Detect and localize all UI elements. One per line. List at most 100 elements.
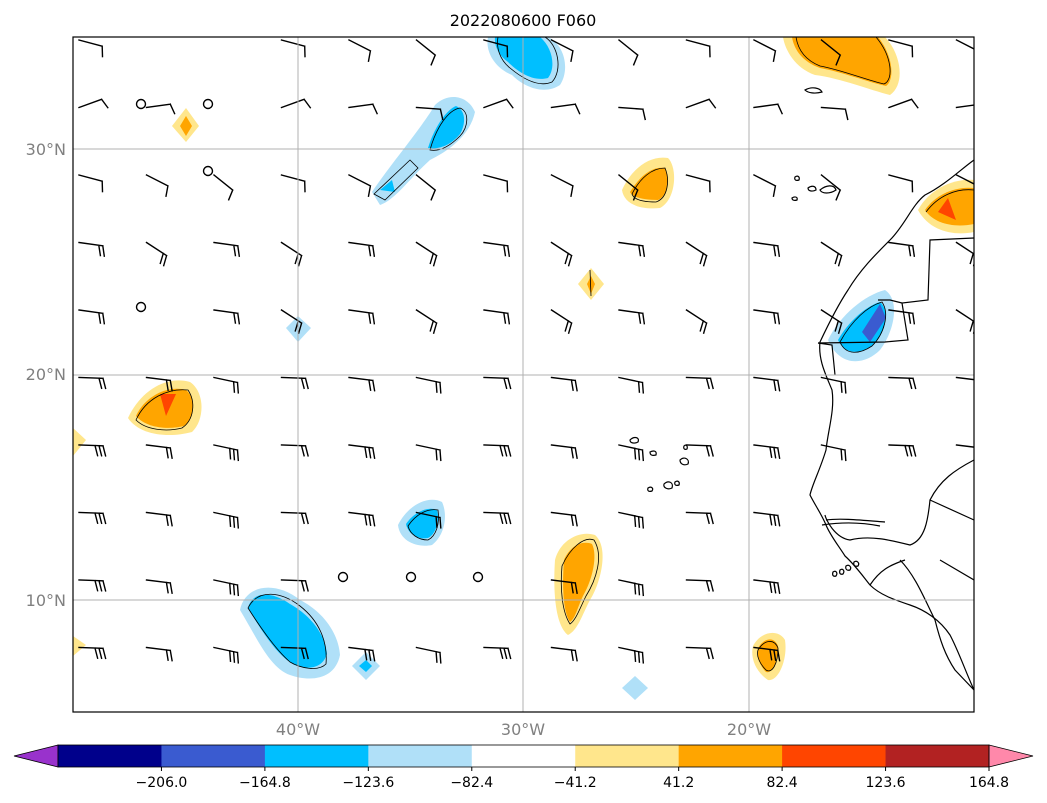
wind-barb <box>145 241 168 267</box>
wind-barb <box>753 646 781 662</box>
lon-label-20w: 20°W <box>727 720 771 739</box>
colorbar-tick-label: 123.6 <box>866 775 906 791</box>
wind-barb <box>820 241 843 267</box>
positive-anomaly-blobs <box>73 37 974 681</box>
colorbar-tick-label: −82.4 <box>450 775 493 791</box>
wind-barb <box>213 174 234 201</box>
anomaly-blob <box>359 660 372 672</box>
wind-barb <box>618 106 647 121</box>
country-border <box>878 299 903 304</box>
anomaly-contour <box>373 159 419 201</box>
colorbar-swatch <box>161 745 266 767</box>
wind-barb <box>78 174 104 193</box>
wind-barb <box>78 444 107 457</box>
wind-barb <box>685 376 714 390</box>
country-border <box>821 518 886 527</box>
anomaly-blob <box>406 508 438 539</box>
wind-barb <box>348 309 376 325</box>
anomaly-contour <box>560 538 599 625</box>
island <box>649 450 657 456</box>
wind-barb <box>618 511 645 529</box>
wind-barb <box>78 646 107 660</box>
wind-barb <box>550 579 578 595</box>
wind-barb <box>820 309 843 334</box>
wind-barb <box>550 511 578 527</box>
wind-barb <box>618 444 645 462</box>
colorbar-tick-label: −206.0 <box>136 775 188 791</box>
wind-barb <box>550 444 578 460</box>
lat-label-10n: 10°N <box>26 591 66 610</box>
anomaly-blob <box>180 116 192 136</box>
anomaly-contour <box>497 37 559 85</box>
lat-label-30n: 30°N <box>26 140 66 159</box>
anomaly-contour <box>839 301 886 353</box>
anomaly-blob <box>587 276 595 294</box>
wind-barb <box>145 444 173 460</box>
colorbar-tick-label: 82.4 <box>767 775 798 791</box>
wind-barb <box>685 98 717 109</box>
colorbar-tick-label: −164.8 <box>239 775 291 791</box>
wind-barb <box>955 444 974 448</box>
anomaly-contour <box>757 641 779 672</box>
wind-barb <box>888 241 916 257</box>
wind-barb <box>348 103 379 115</box>
wind-barb <box>550 174 574 198</box>
anomaly-blob <box>630 167 668 200</box>
wind-barb <box>348 241 376 257</box>
wind-barb <box>280 39 306 58</box>
wind-barb <box>820 444 847 462</box>
wind-barb <box>78 309 106 325</box>
wind-barb <box>685 511 714 525</box>
wind-barb <box>618 579 645 597</box>
wind-barb <box>955 39 974 50</box>
anomaly-contour <box>135 389 194 431</box>
calm-circle <box>337 571 349 583</box>
calm-circle <box>202 165 214 177</box>
graticule <box>73 37 974 712</box>
anomaly-blob <box>757 639 778 673</box>
wind-barb <box>415 376 442 394</box>
wind-barb <box>618 241 646 257</box>
anomaly-contour <box>247 593 327 669</box>
wind-barb <box>213 646 240 664</box>
wind-barb <box>888 444 917 457</box>
wind-barb <box>213 241 241 257</box>
wind-barb <box>550 376 578 392</box>
colorbar-swatch <box>782 745 887 767</box>
colorbar: −206.0 −164.8 −123.6 −82.4 −41.2 41.2 82.4 123.… <box>13 744 1034 791</box>
wind-barb <box>415 174 437 201</box>
wind-barb <box>78 579 107 592</box>
wind-barb <box>753 309 781 325</box>
wind-barb <box>78 376 107 390</box>
wind-barb <box>955 309 974 334</box>
island <box>819 185 837 194</box>
wind-barb <box>820 106 849 121</box>
wind-barb <box>753 39 777 63</box>
wind-barb <box>753 376 781 392</box>
island <box>629 436 639 444</box>
map-panel <box>73 37 974 712</box>
anomaly-blob <box>73 428 86 456</box>
wind-barb <box>348 646 376 662</box>
colorbar-extend-low <box>13 744 59 768</box>
colorbar-swatch <box>58 745 162 767</box>
island <box>683 444 688 450</box>
colorbar-tick-label: −41.2 <box>554 775 597 791</box>
wind-barb <box>415 444 442 462</box>
wind-barb <box>685 39 711 58</box>
wind-barb <box>955 104 974 109</box>
colorbar-swatch <box>471 745 576 767</box>
wind-barb <box>483 444 512 457</box>
coastlines <box>629 87 974 691</box>
island <box>804 87 823 94</box>
negative-anomaly-blobs <box>240 37 895 700</box>
wind-barb <box>753 511 781 527</box>
wind-barb <box>280 174 306 193</box>
wind-barb <box>685 309 708 334</box>
anomaly-contour <box>429 107 468 151</box>
wind-barbs <box>78 39 974 664</box>
wind-barb <box>753 241 781 257</box>
wind-barb <box>213 511 240 529</box>
wind-barb <box>78 511 107 525</box>
